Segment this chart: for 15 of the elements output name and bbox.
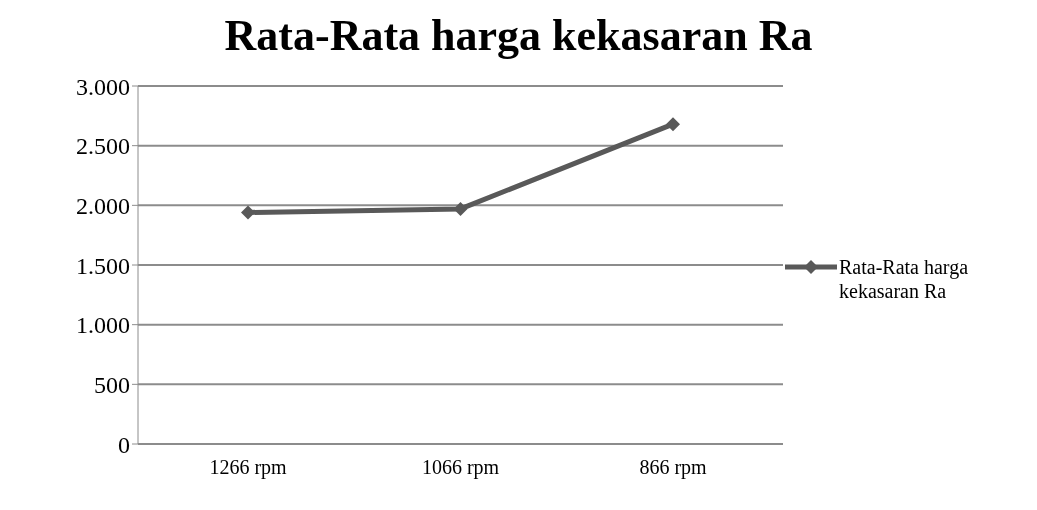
y-tick-label: 500 [94,371,130,398]
y-tick-label: 2.000 [76,192,130,219]
chart-title: Rata-Rata harga kekasaran Ra [223,10,814,62]
y-tick-label: 0 [118,431,130,458]
y-tick-label: 1.000 [76,312,130,339]
x-tick-label: 1266 rpm [209,456,288,480]
point [453,201,468,216]
x-tick-label: 866 rpm [639,456,708,480]
y-tick-label: 3.000 [76,73,130,100]
point [666,117,680,132]
point [241,205,255,220]
y-tick-label: 2.500 [76,133,130,160]
x-tick-label: 1066 rpm [421,456,500,480]
y-tick-label: 1.500 [76,252,130,279]
legend-label: Rata-Rata harga kekasaran Ra [839,255,969,303]
